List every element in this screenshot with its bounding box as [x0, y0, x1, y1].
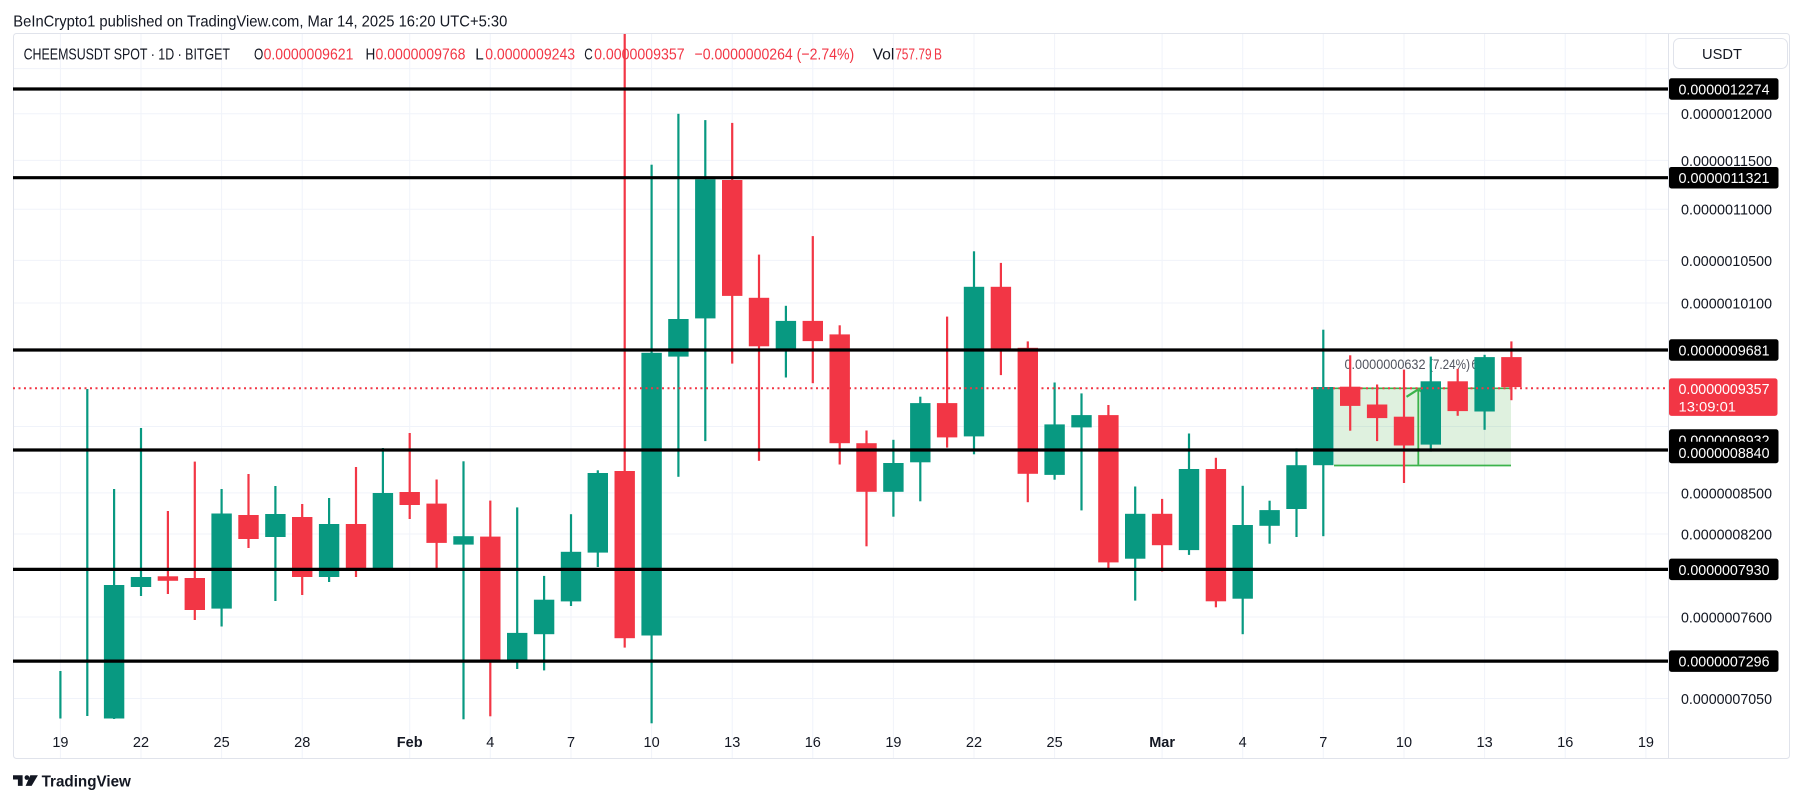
svg-text:USDT: USDT	[1702, 47, 1742, 63]
svg-text:0.0000007930: 0.0000007930	[1679, 562, 1770, 579]
svg-text:0.0000011321: 0.0000011321	[1679, 170, 1770, 187]
svg-text:0.0000011000: 0.0000011000	[1681, 202, 1772, 219]
svg-text:13:09:01: 13:09:01	[1679, 399, 1737, 415]
svg-text:0.0000009681: 0.0000009681	[1679, 342, 1770, 359]
svg-text:0.0000010100: 0.0000010100	[1681, 295, 1772, 312]
svg-text:0.0000009768: 0.0000009768	[376, 47, 466, 64]
svg-text:19: 19	[52, 735, 68, 751]
svg-text:(7.24%): (7.24%)	[1429, 356, 1470, 372]
svg-text:0.0000009621: 0.0000009621	[264, 47, 354, 64]
svg-text:0.0000007600: 0.0000007600	[1681, 609, 1772, 626]
svg-text:19: 19	[1638, 735, 1654, 751]
svg-text:C: C	[584, 47, 593, 64]
svg-text:16: 16	[805, 735, 821, 751]
svg-text:25: 25	[1047, 735, 1063, 751]
svg-text:0.0000010500: 0.0000010500	[1681, 253, 1772, 270]
svg-text:4: 4	[1239, 735, 1247, 751]
svg-text:4: 4	[486, 735, 494, 751]
svg-text:10: 10	[644, 735, 660, 751]
svg-text:Feb: Feb	[397, 735, 423, 751]
svg-text:0.0000008200: 0.0000008200	[1681, 526, 1772, 543]
svg-text:22: 22	[133, 735, 149, 751]
svg-text:7: 7	[567, 735, 575, 751]
svg-text:Vol: Vol	[873, 47, 895, 64]
svg-text:10: 10	[1396, 735, 1412, 751]
svg-text:0.0000007296: 0.0000007296	[1679, 654, 1770, 671]
svg-text:13: 13	[724, 735, 740, 751]
svg-text:0.0000012274: 0.0000012274	[1679, 81, 1770, 98]
svg-text:Mar: Mar	[1149, 735, 1175, 751]
svg-text:0.0000009357: 0.0000009357	[594, 47, 685, 64]
svg-text:0.0000009357: 0.0000009357	[1679, 381, 1770, 398]
svg-text:13: 13	[1477, 735, 1493, 751]
svg-text:O: O	[254, 47, 263, 64]
svg-text:BeInCrypto1 published on Tradi: BeInCrypto1 published on TradingView.com…	[13, 13, 507, 30]
svg-text:0.0000008840: 0.0000008840	[1679, 445, 1770, 462]
svg-text:CHEEMSUSDT SPOT · 1D · BITGET: CHEEMSUSDT SPOT · 1D · BITGET	[24, 47, 231, 64]
svg-text:0.0000000632: 0.0000000632	[1345, 356, 1426, 372]
svg-text:16: 16	[1557, 735, 1573, 751]
svg-text:0.0000009243: 0.0000009243	[485, 47, 575, 64]
svg-text:757.79 B: 757.79 B	[895, 47, 942, 64]
svg-text:0.0000012000: 0.0000012000	[1681, 106, 1772, 123]
svg-text:−0.0000000264 (−2.74%): −0.0000000264 (−2.74%)	[695, 47, 855, 64]
svg-text:0.0000011500: 0.0000011500	[1681, 153, 1772, 170]
svg-text:25: 25	[214, 735, 230, 751]
svg-text:H: H	[366, 47, 376, 64]
svg-text:0.0000007050: 0.0000007050	[1681, 691, 1772, 708]
svg-text:22: 22	[966, 735, 982, 751]
svg-text:28: 28	[294, 735, 310, 751]
svg-text:L: L	[475, 47, 484, 64]
svg-text:7: 7	[1319, 735, 1327, 751]
svg-text:19: 19	[885, 735, 901, 751]
svg-text:TradingView: TradingView	[42, 773, 132, 790]
svg-text:0.0000008500: 0.0000008500	[1681, 485, 1772, 502]
